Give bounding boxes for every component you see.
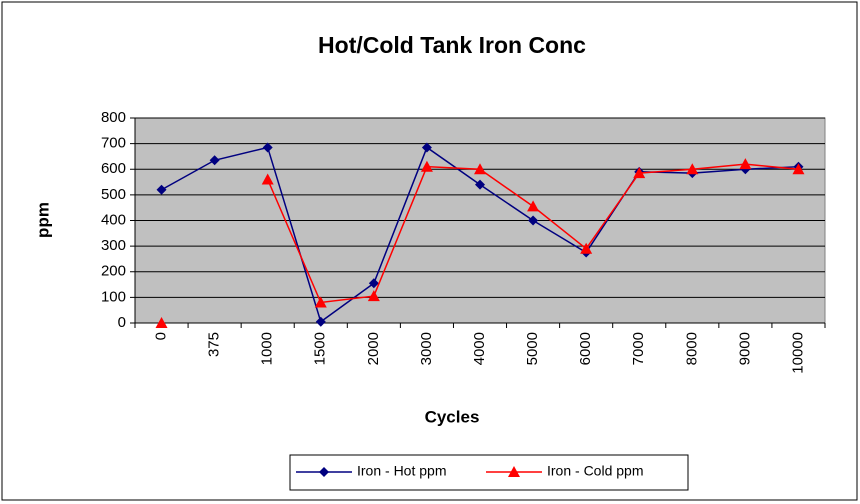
data-point xyxy=(633,167,646,179)
y-tick-label: 100 xyxy=(101,288,126,305)
chart-title: Hot/Cold Tank Iron Conc xyxy=(318,32,586,58)
y-tick-label: 400 xyxy=(101,211,126,228)
data-point xyxy=(686,163,699,175)
x-tick-label: 8000 xyxy=(683,332,700,365)
data-point xyxy=(315,316,326,327)
x-tick-label: 5000 xyxy=(524,332,541,365)
legend-marker xyxy=(319,467,329,477)
y-tick-label: 200 xyxy=(101,263,126,280)
x-tick-label: 9000 xyxy=(736,332,753,365)
data-point xyxy=(420,160,433,172)
x-tick-label: 7000 xyxy=(630,332,647,365)
x-tick-label: 0 xyxy=(153,332,170,340)
data-point xyxy=(792,163,805,175)
legend-marker xyxy=(508,466,520,477)
data-point xyxy=(314,296,327,308)
data-point xyxy=(528,215,539,226)
x-tick-label: 375 xyxy=(206,332,223,357)
y-tick-label: 300 xyxy=(101,237,126,254)
x-tick-label: 4000 xyxy=(471,332,488,365)
data-point xyxy=(580,242,593,254)
data-point xyxy=(156,184,167,195)
data-point xyxy=(261,173,274,185)
legend-label: Iron - Hot ppm xyxy=(357,463,446,479)
data-point xyxy=(262,142,273,153)
y-tick-label: 500 xyxy=(101,186,126,203)
x-tick-label: 1000 xyxy=(259,332,276,365)
y-tick-label: 600 xyxy=(101,160,126,177)
data-point xyxy=(368,278,379,289)
x-tick-label: 3000 xyxy=(418,332,435,365)
y-tick-label: 700 xyxy=(101,135,126,152)
data-point xyxy=(209,155,220,166)
data-point xyxy=(421,142,432,153)
data-point xyxy=(155,317,168,328)
legend-label: Iron - Cold ppm xyxy=(547,463,643,479)
data-point xyxy=(474,163,486,175)
x-axis-label: Cycles xyxy=(425,407,480,426)
x-tick-label: 1500 xyxy=(312,332,329,365)
data-point xyxy=(475,179,485,190)
data-point xyxy=(367,290,380,302)
x-tick-label: 6000 xyxy=(577,332,594,365)
x-tick-label: 2000 xyxy=(365,332,382,365)
data-point xyxy=(739,158,752,170)
y-tick-label: 800 xyxy=(101,109,126,126)
x-tick-label: 10000 xyxy=(789,332,806,374)
y-axis-label: ppm xyxy=(33,202,52,238)
data-point xyxy=(527,200,540,212)
y-tick-label: 0 xyxy=(118,314,126,331)
